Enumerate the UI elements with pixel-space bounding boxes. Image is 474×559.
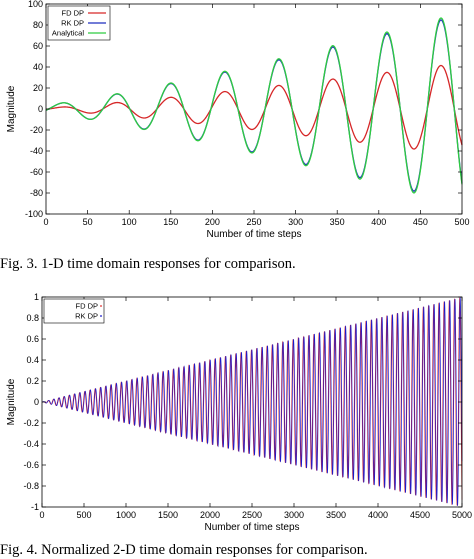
x-tick-label: 2000: [200, 510, 220, 520]
y-tick-label: 20: [33, 83, 43, 93]
y-axis-label: Magnitude: [6, 378, 17, 425]
x-tick-label: 4500: [410, 510, 430, 520]
legend-label: RK DP: [75, 312, 98, 321]
x-tick-label: 500: [454, 217, 469, 227]
x-tick-label: 4000: [368, 510, 388, 520]
x-tick-label: 450: [413, 217, 428, 227]
x-tick-label: 400: [371, 217, 386, 227]
y-tick-label: -100: [25, 209, 43, 219]
y-tick-label: 0.2: [26, 376, 39, 386]
x-tick-label: 1500: [158, 510, 178, 520]
x-tick-label: 200: [205, 217, 220, 227]
legend-box: [43, 298, 105, 324]
x-tick-label: 300: [288, 217, 303, 227]
y-tick-label: 100: [28, 0, 43, 9]
y-tick-label: 40: [33, 62, 43, 72]
x-axis-label: Number of time steps: [204, 522, 299, 533]
y-tick-label: 0.4: [26, 355, 39, 365]
y-tick-label: 0.8: [26, 313, 39, 323]
y-tick-label: -0.8: [23, 481, 39, 491]
series-line-fd-dp: [41, 297, 463, 506]
chart-1: 0 50 100 150 200 250 300 350 400 450 500-100-80-60…: [6, 0, 470, 240]
x-axis-label: Number of time steps: [206, 229, 301, 240]
x-tick-label: 3500: [326, 510, 346, 520]
y-tick-label: -80: [30, 188, 43, 198]
y-tick-label: 1: [34, 292, 39, 302]
x-tick-label: 500: [76, 510, 91, 520]
x-tick-label: 350: [330, 217, 345, 227]
x-tick-label: 150: [163, 217, 178, 227]
y-tick-label: -40: [30, 146, 43, 156]
x-tick-label: 2500: [242, 510, 262, 520]
y-tick-label: -20: [30, 125, 43, 135]
y-tick-label: 0.6: [26, 334, 39, 344]
legend-label: FD DP: [62, 9, 85, 18]
figure-1: 0 50 100 150 200 250 300 350 400 450 500 -100 -80 -60…: [0, 0, 474, 250]
figure-1-caption: Fig. 3. 1-D time domain responses for co…: [0, 256, 296, 272]
y-tick-label: -60: [30, 167, 43, 177]
figure-2-caption: Fig. 4. Normalized 2-D time domain respo…: [0, 542, 368, 558]
x-tick-label: 250: [246, 217, 261, 227]
legend-label: FD DP: [76, 302, 99, 311]
y-tick-label: 80: [33, 20, 43, 30]
x-tick-label: 1000: [116, 510, 136, 520]
legend-label: RK DP: [61, 19, 84, 28]
series-line-rk-dp: [42, 297, 463, 506]
y-tick-label: -0.2: [23, 418, 39, 428]
series-line-fd-dp: [45, 64, 463, 150]
series-line-analytical: [45, 17, 463, 194]
chart-2: 0 500 1000 1500 2000 2500 3000 3500 4000 4500 5000…: [6, 292, 472, 533]
x-tick-label: 0: [43, 217, 48, 227]
y-tick-label: -0.4: [23, 439, 39, 449]
x-tick-label: 0: [39, 510, 44, 520]
x-tick-label: 3000: [284, 510, 304, 520]
y-tick-label: 0: [38, 104, 43, 114]
legend-label: Analytical: [52, 29, 84, 38]
x-tick-label: 5000: [452, 510, 472, 520]
figure-2: 0 500 1000 1500 2000 2500 3000 3500 4000 4500 5000…: [0, 290, 474, 533]
y-tick-label: -1: [31, 502, 39, 512]
x-tick-label: 50: [83, 217, 93, 227]
y-tick-label: -0.6: [23, 460, 39, 470]
x-tick-label: 100: [122, 217, 137, 227]
y-axis-label: Magnitude: [6, 85, 17, 132]
y-tick-label: 0: [34, 397, 39, 407]
y-tick-label: 60: [33, 41, 43, 51]
